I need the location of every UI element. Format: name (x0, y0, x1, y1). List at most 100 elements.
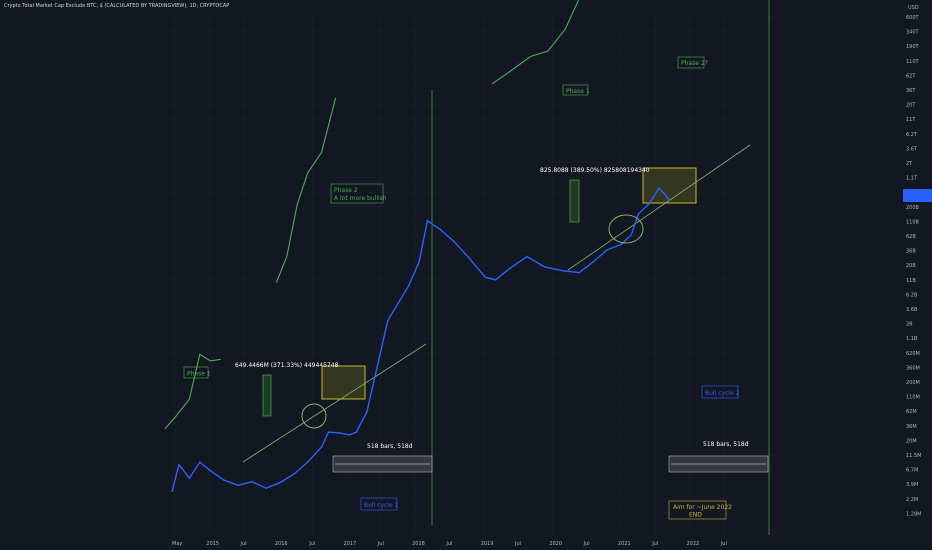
trendline-2 (567, 144, 751, 271)
time-tick-label: 2018 (412, 541, 425, 547)
bars-label-1: 518 bars, 518d (367, 443, 413, 450)
market-cap-point (306, 461, 309, 463)
time-tick-label: May (172, 541, 182, 547)
phase2-label: Phase 2 (334, 187, 358, 194)
price-tick-label: 190T (906, 44, 920, 50)
market-cap-line (171, 186, 671, 492)
phase1-label-box-2 (562, 84, 589, 96)
price-tick-label: 200B (906, 205, 920, 211)
chart-title: Crypto Total Market Cap Exclude BTC, $ (… (4, 3, 230, 9)
phase2-subtitle: A lot more bullish (334, 195, 387, 202)
market-cap-point (199, 461, 201, 463)
price-tick-label: 360M (906, 365, 920, 371)
time-tick-label: Jul (240, 541, 247, 547)
market-cap-point (279, 481, 281, 484)
time-tick-label: Jul (308, 541, 315, 547)
market-cap-point (453, 240, 455, 243)
time-tick-label: 2020 (549, 541, 562, 547)
market-cap-point (397, 302, 400, 305)
market-cap-point (178, 463, 180, 466)
market-cap-point (387, 319, 389, 322)
bull-cycle-2-label: Bull cycle 2 (705, 390, 740, 397)
market-cap-point (376, 365, 379, 368)
market-cap-point (293, 473, 295, 475)
market-cap-point (188, 477, 191, 479)
consolidation-zone-1 (321, 365, 366, 400)
market-cap-point (237, 484, 239, 487)
time-tick-label: 2017 (344, 541, 357, 547)
measure-label-1: 649.4466M (371.33%) 449445748 (235, 362, 339, 369)
market-cap-point (366, 411, 368, 413)
time-tick-label: 2021 (618, 541, 631, 547)
time-tick-label: 2019 (481, 541, 494, 547)
market-cap-point (407, 285, 410, 287)
market-cap-point (508, 267, 511, 270)
price-tick-label: 110B (906, 219, 920, 225)
price-tick-label: 200M (906, 380, 920, 386)
market-cap-point (592, 261, 594, 263)
phase1-label-2: Phase 1 (566, 88, 590, 95)
time-tick-label: Jul (377, 541, 384, 547)
market-cap-point (484, 276, 487, 279)
time-tick-label: 2016 (275, 541, 288, 547)
market-cap-point (526, 255, 528, 258)
market-cap-point (620, 243, 622, 246)
market-cap-point (209, 469, 212, 472)
price-tick-label: 62B (906, 234, 916, 240)
price-tick-label: 36B (906, 249, 916, 255)
market-cap-point (648, 203, 650, 205)
price-tick-label: 11B (906, 278, 916, 284)
price-tick-label: 2B (906, 322, 913, 328)
phase2q-label: Phase 2? (681, 60, 708, 67)
bars-label-2: 518 bars, 518d (703, 441, 749, 448)
market-cap-point (338, 432, 340, 434)
price-tick-label: 6.7M (906, 468, 918, 474)
market-cap-point (348, 434, 351, 436)
price-tick-label: 1.1B (906, 336, 918, 342)
price-tick-label: 600T (906, 15, 920, 21)
time-tick-label: Jul (720, 541, 727, 547)
trendline-1 (242, 343, 427, 463)
phase1-label-1: Phase 1 (187, 371, 211, 378)
market-cap-point (668, 199, 671, 201)
price-tick-label: 20M (906, 438, 917, 444)
market-cap-point (439, 228, 441, 231)
market-cap-point (606, 249, 608, 251)
time-tick-label: 2015 (206, 541, 219, 547)
time-tick-label: Jul (583, 541, 590, 547)
price-axis: 600T 340T 190T 110T 62T 36T 20T 11T 6.2T 3.6T 2T 1.… (906, 5, 921, 517)
market-cap-point (418, 261, 420, 263)
price-tick-label: 3.9M (906, 482, 918, 488)
price-tick-label: 11.5M (906, 453, 921, 459)
price-tick-label: 36T (906, 88, 916, 94)
market-cap-point (355, 431, 358, 433)
measure-label-2: 825.8088 (389.50%) 825808194340 (540, 167, 650, 174)
time-axis: May 2015 Jul 2016 Jul 2017 Jul 2018 Jul 2019 Jul 20… (172, 541, 727, 547)
price-tick-label: 620M (906, 351, 920, 357)
bull-cycle-2-box (701, 385, 739, 399)
market-cap-point (327, 431, 330, 433)
price-tick-label: 62M (906, 409, 917, 415)
price-tick-label: 3.6B (906, 307, 918, 313)
price-tick-label: 6.2T (906, 132, 918, 138)
market-cap-point (320, 446, 323, 448)
time-tick-label: Jul (445, 541, 452, 547)
price-tick-label: 2.2M (906, 497, 918, 503)
market-cap-point (494, 279, 497, 281)
price-axis-unit: USD (908, 5, 919, 11)
current-price-tag (903, 189, 932, 202)
measure-bar-2 (569, 179, 580, 223)
market-cap-point (467, 255, 469, 258)
price-tick-label: 6.2B (906, 292, 918, 298)
price-tick-label: 36M (906, 424, 917, 430)
june-2022-label: Aim for ~June 2022 (673, 504, 732, 511)
bull-cycle-1-label: Bull cycle 1 (364, 502, 399, 509)
breakout-circle-2 (608, 214, 644, 244)
price-tick-label: 3.6T (906, 146, 918, 152)
market-cap-point (630, 233, 633, 236)
market-cap-point (578, 271, 580, 274)
june-2022-box (668, 500, 727, 520)
bull-cycle-1-box (360, 497, 398, 511)
market-cap-point (223, 479, 225, 482)
